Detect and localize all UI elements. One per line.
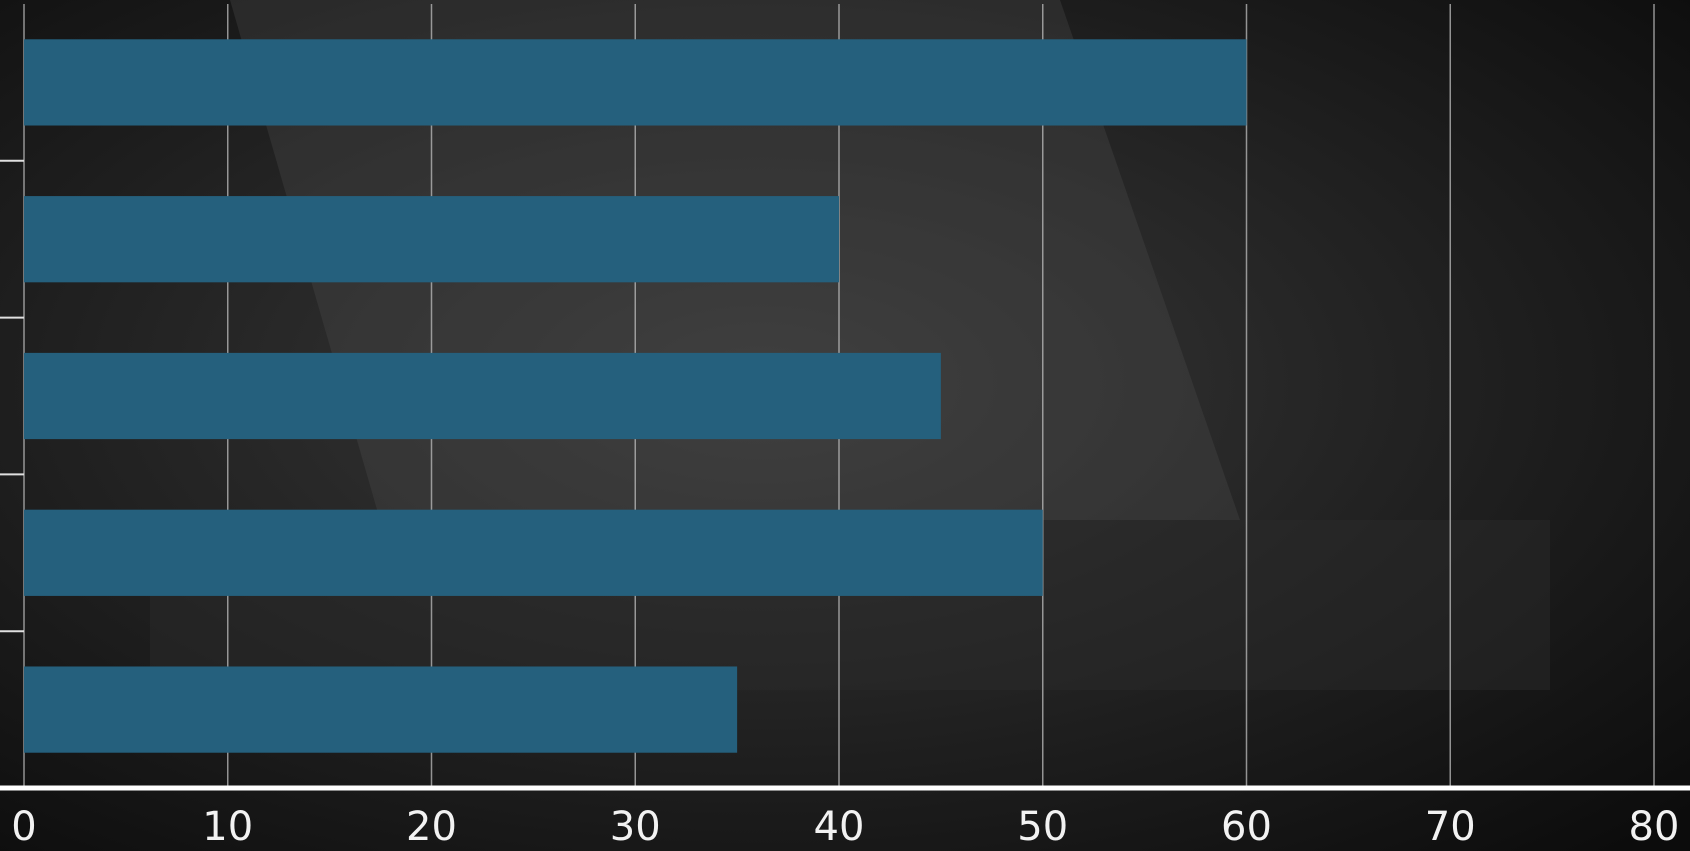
bar [24, 666, 738, 753]
x-tick-label: 30 [610, 804, 661, 850]
x-tick-label: 0 [11, 804, 36, 850]
x-tick-label: 20 [406, 804, 457, 850]
bar [24, 196, 839, 283]
x-tick-label: 40 [814, 804, 865, 850]
x-tick-label: 10 [202, 804, 253, 850]
x-tick-label: 50 [1017, 804, 1068, 850]
x-tick-label: 70 [1425, 804, 1476, 850]
bar [24, 352, 941, 440]
bar [24, 509, 1043, 596]
x-tick-label: 80 [1629, 804, 1680, 850]
x-tick-label: 60 [1221, 804, 1272, 850]
bar [24, 39, 1247, 126]
